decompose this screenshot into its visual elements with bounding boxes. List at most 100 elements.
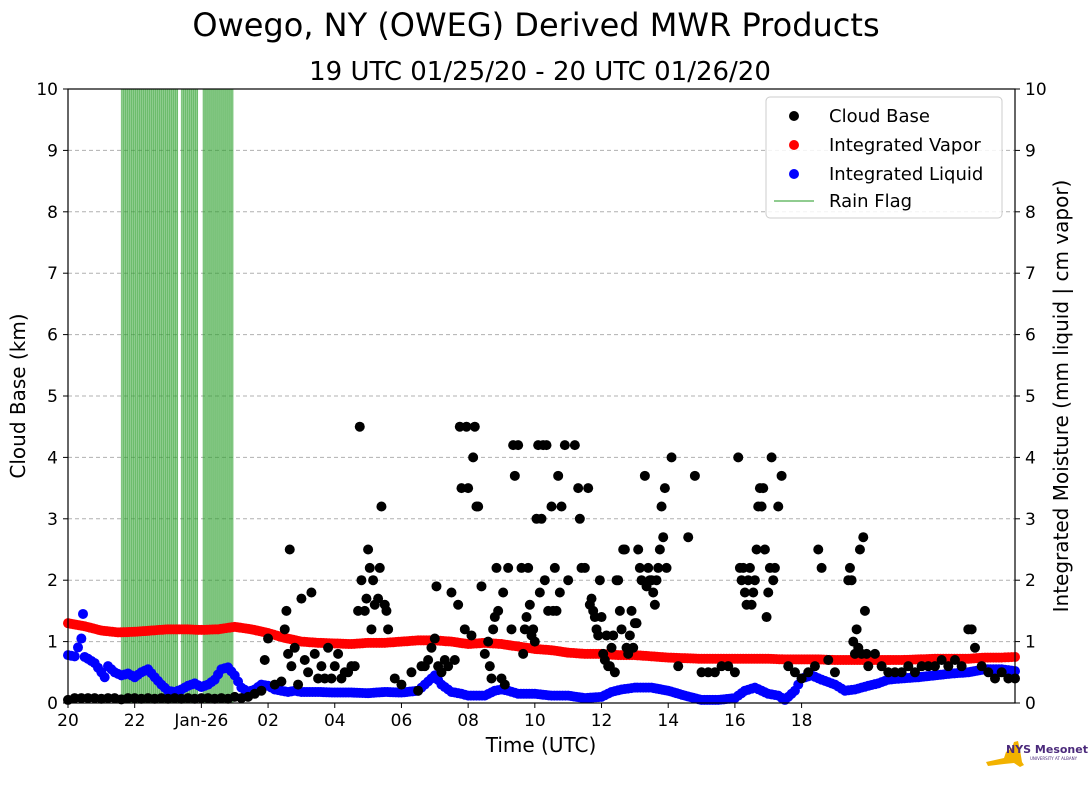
cloud-base-point [846,575,857,586]
cloud-base-point [586,593,597,604]
cloud-base-point [976,661,987,672]
cloud-base-point [673,661,684,672]
cloud-base-point [459,624,470,635]
cloud-base-point [354,421,365,432]
cloud-base-point [376,501,387,512]
cloud-base-point [624,630,635,641]
y-axis-left-label: Cloud Base (km) [6,313,30,478]
cloud-base-point [453,599,464,610]
cloud-base-point [389,673,400,684]
cloud-base-point [309,648,320,659]
cloud-base-point [763,587,774,598]
cloud-base-point [284,544,295,555]
cloud-base-point [473,501,484,512]
cloud-base-point [356,575,367,586]
cloud-base-point [643,562,654,573]
y-right-tick-label: 6 [1025,326,1036,346]
x-axis-label: Time (UTC) [485,733,597,757]
cloud-base-point [303,667,314,678]
liquid-series [63,608,1020,705]
cloud-base-point [633,544,644,555]
legend-cloud-base-marker [789,111,799,121]
x-tick-label: 06 [391,711,413,731]
cloud-base-point [431,581,442,592]
y-tick-label: 4 [47,448,58,468]
cloud-base-point [746,599,757,610]
y-tick-label: 0 [47,694,58,714]
ny-state-shape-icon [986,741,1024,767]
cloud-base-point [759,544,770,555]
cloud-base-point [658,532,669,543]
cloud-base-point [466,630,477,641]
cloud-base-point [529,636,540,647]
cloud-base-point [689,470,700,481]
cloud-base-point [626,605,637,616]
cloud-base-point [326,673,337,684]
cloud-base-point [556,501,567,512]
cloud-base-point [761,612,772,623]
cloud-base-point [659,483,670,494]
cloud-base-point [783,661,794,672]
cloud-base-point [541,440,552,451]
cloud-base-point [426,642,437,653]
cloud-base-point [569,440,580,451]
cloud-base-point [546,501,557,512]
cloud-base-point [744,562,755,573]
cloud-base-point [443,661,454,672]
cloud-base-point [654,544,665,555]
y-right-tick-label: 10 [1025,80,1047,100]
cloud-base-point [858,532,869,543]
cloud-base-point [486,673,497,684]
cloud-base-point [613,575,624,586]
cloud-base-point [869,648,880,659]
nys-mesonet-logo [986,741,1024,767]
cloud-base-point [648,587,659,598]
cloud-base-point [483,636,494,647]
cloud-base-point [909,667,920,678]
cloud-base-point [519,624,530,635]
cloud-base-point [553,470,564,481]
cloud-base-point [413,685,424,696]
legend: Cloud Base Integrated Vapor Integrated L… [765,96,1003,219]
y-tick-label: 1 [47,633,58,653]
cloud-base-point [574,513,585,524]
y-tick-label: 7 [47,264,58,284]
cloud-base-point [539,575,550,586]
cloud-base-point [549,562,560,573]
cloud-base-point [609,667,620,678]
cloud-base-point [423,655,434,666]
cloud-base-point [563,575,574,586]
cloud-base-point [349,661,360,672]
cloud-base-point [949,655,960,666]
cloud-base-point [256,685,267,696]
cloud-base-point [573,483,584,494]
logo-subtext: UNIVERSITY AT ALBANY [1030,756,1078,761]
cloud-base-point [956,661,967,672]
x-tick-label: 08 [457,711,479,731]
cloud-base-point [551,605,562,616]
cloud-base-point [263,633,274,644]
rain-flag-band [181,89,199,703]
cloud-base-point [851,624,862,635]
x-tick-label: Jan-26 [173,711,228,731]
cloud-base-point [723,661,734,672]
cloud-base-point [359,605,370,616]
cloud-base-point [276,676,287,687]
y-tick-label: 5 [47,387,58,407]
logo-text: NYS Mesonet [1006,743,1088,756]
cloud-base-point [593,630,604,641]
legend-box [765,96,1003,219]
cloud-base-point [943,661,954,672]
cloud-base-point [383,624,394,635]
cloud-base-point [463,483,474,494]
rain-flag-band [203,89,234,703]
cloud-base-point [631,618,642,629]
y-axis-left-ticks: 0 1 2 3 4 5 6 7 8 9 10 [36,80,68,714]
cloud-base-point [844,562,855,573]
cloud-base-point [498,587,509,598]
cloud-base-point [333,648,344,659]
cloud-base-point [751,544,762,555]
chart-title: Owego, NY (OWEG) Derived MWR Products [192,6,879,44]
y-axis-right-ticks: 0 1 2 3 4 5 6 7 8 9 10 [1015,80,1047,714]
